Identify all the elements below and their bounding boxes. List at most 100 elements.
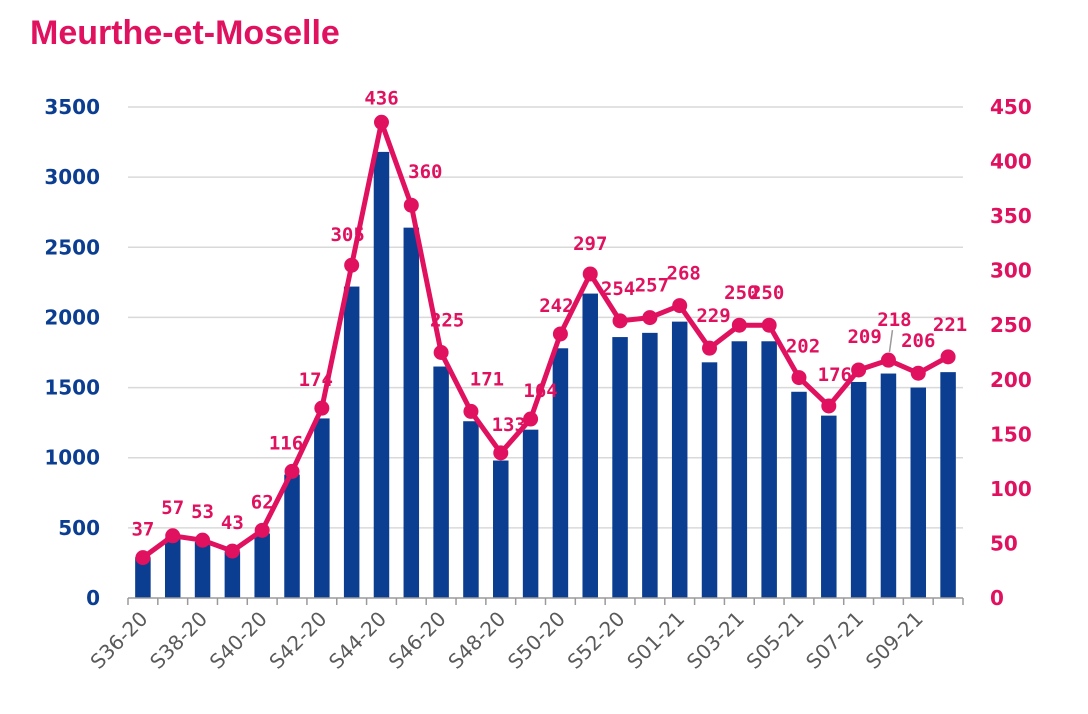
line-data-label: 116 <box>269 432 303 454</box>
bar <box>880 373 897 598</box>
line-data-label: 268 <box>667 263 701 285</box>
line-series <box>135 114 956 566</box>
line-point <box>552 326 568 342</box>
bar <box>194 541 211 598</box>
y-right-tick-label: 0 <box>990 586 1004 610</box>
data-labels: 37 57 53 43 62 116 174 305 436 360 225 171 133 164 242… <box>131 87 967 540</box>
x-tick-label: S48-20 <box>443 607 510 674</box>
bar <box>582 293 598 598</box>
line-data-label: 360 <box>408 161 442 183</box>
bar <box>493 460 509 598</box>
x-tick-label: S52-20 <box>563 607 630 674</box>
line-point <box>702 340 718 356</box>
bar <box>642 332 658 598</box>
bar <box>403 227 420 598</box>
line-data-label: 242 <box>539 295 573 317</box>
line-point <box>612 313 628 329</box>
y-left-tick-label: 3000 <box>44 165 100 189</box>
line-data-label: 206 <box>901 330 935 352</box>
line-data-label: 62 <box>251 491 274 513</box>
line-data-label: 297 <box>573 233 607 255</box>
line-point <box>463 403 479 419</box>
line-point <box>910 365 926 381</box>
x-tick-label: S03-21 <box>682 607 749 674</box>
bar <box>284 474 300 598</box>
line-data-label: 218 <box>877 309 911 331</box>
line-point <box>791 370 807 386</box>
line-data-label: 250 <box>750 282 784 304</box>
line-point <box>761 317 777 333</box>
y-right-tick-label: 350 <box>990 204 1032 228</box>
line-data-label: 257 <box>635 275 669 297</box>
x-tick-label: S36-20 <box>85 607 152 674</box>
gridlines <box>128 106 963 529</box>
y-left-tick-label: 0 <box>86 586 100 610</box>
bar <box>433 366 449 598</box>
label-leader-line <box>888 330 894 353</box>
chart-title: Meurthe-et-Moselle <box>30 14 340 52</box>
line-point <box>403 197 419 213</box>
bar <box>164 537 181 598</box>
bar <box>940 372 956 598</box>
line-data-label: 43 <box>221 512 244 534</box>
line-point <box>314 400 330 416</box>
bar <box>791 391 807 598</box>
line-data-label: 57 <box>161 497 184 519</box>
line-data-label: 254 <box>601 278 635 300</box>
x-tick-label: S05-21 <box>741 607 808 674</box>
y-right-tick-label: 100 <box>990 477 1032 501</box>
line-data-label: 209 <box>847 326 881 348</box>
line-data-label: 250 <box>724 282 758 304</box>
bar <box>850 381 867 598</box>
line-data-label: 174 <box>299 369 333 391</box>
line-data-label: 133 <box>492 414 526 436</box>
bar-series <box>135 151 956 599</box>
line-data-label: 305 <box>330 224 364 246</box>
line-point <box>731 317 747 333</box>
bar <box>612 337 628 598</box>
x-tick-label: S09-21 <box>861 607 928 674</box>
line-data-label: 225 <box>430 310 464 332</box>
line-point <box>880 352 896 368</box>
line-data-label: 53 <box>191 501 214 523</box>
line-point <box>254 522 270 538</box>
bar <box>314 418 330 598</box>
line-point <box>821 398 837 414</box>
line-data-label: 164 <box>523 380 557 402</box>
y-right-tick-label: 300 <box>990 259 1032 283</box>
y-right-tick-label: 400 <box>990 150 1032 174</box>
bar <box>254 533 270 598</box>
line-point <box>195 532 211 548</box>
line-data-label: 37 <box>131 519 154 541</box>
bar <box>135 557 151 598</box>
bar <box>701 362 718 598</box>
bar <box>552 348 569 598</box>
bar <box>463 421 479 598</box>
y-left-tick-label: 2500 <box>44 235 100 259</box>
bar <box>373 151 390 599</box>
x-tick-label: S50-20 <box>503 607 570 674</box>
line-point <box>851 362 867 378</box>
x-tick-label: S46-20 <box>384 607 451 674</box>
line-path <box>141 119 950 560</box>
line-point <box>344 257 360 273</box>
x-tick-label: S07-21 <box>801 607 868 674</box>
bar <box>910 387 927 598</box>
line-point <box>373 114 389 130</box>
bar <box>821 415 837 598</box>
y-right-tick-label: 250 <box>990 313 1032 337</box>
x-tick-label: S38-20 <box>145 607 212 674</box>
line-point <box>433 345 449 360</box>
line-point <box>284 463 300 479</box>
line-point <box>493 445 509 461</box>
bar <box>761 341 777 598</box>
y-left-tick-label: 2000 <box>44 305 100 329</box>
y-left-tick-label: 1000 <box>44 446 100 470</box>
y-left-tick-label: 1500 <box>44 376 100 400</box>
y-right-tick-label: 150 <box>990 422 1032 446</box>
line-data-label: 229 <box>696 305 730 327</box>
bar <box>671 321 688 598</box>
y-left-tick-label: 3500 <box>44 95 100 119</box>
line-point <box>224 543 240 559</box>
